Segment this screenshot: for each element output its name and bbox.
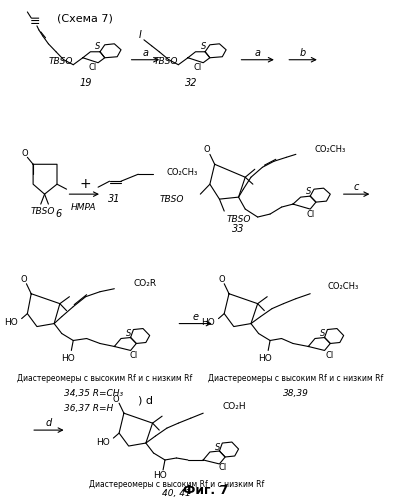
- Text: HO: HO: [62, 354, 75, 363]
- Text: 31: 31: [108, 194, 120, 204]
- Text: TBSO: TBSO: [160, 195, 184, 204]
- Text: S: S: [305, 187, 311, 196]
- Text: ≡: ≡: [30, 15, 40, 28]
- Text: Диастереомеры с высоким Rf и с низким Rf: Диастереомеры с высоким Rf и с низким Rf: [208, 374, 384, 383]
- Text: 6: 6: [56, 209, 62, 219]
- Text: Диастереомеры с высоким Rf и с низким Rf: Диастереомеры с высоким Rf и с низким Rf: [89, 481, 264, 490]
- Text: 19: 19: [79, 78, 92, 88]
- Text: S: S: [126, 329, 131, 338]
- Text: Cl: Cl: [218, 464, 226, 473]
- Text: 38,39: 38,39: [283, 389, 309, 398]
- Text: CO₂CH₃: CO₂CH₃: [167, 168, 198, 177]
- Text: 34,35 R=CH₃: 34,35 R=CH₃: [64, 389, 123, 398]
- Text: (Схема 7): (Схема 7): [57, 14, 113, 24]
- Text: Cl: Cl: [88, 63, 96, 72]
- Text: Cl: Cl: [193, 63, 202, 72]
- Text: S: S: [320, 329, 325, 338]
- Text: HO: HO: [96, 438, 110, 447]
- Text: CO₂H: CO₂H: [222, 402, 246, 411]
- Text: +: +: [80, 177, 91, 191]
- Text: HO: HO: [153, 472, 167, 481]
- Text: O: O: [20, 275, 27, 284]
- Text: Cl: Cl: [129, 351, 137, 360]
- Text: HO: HO: [201, 318, 215, 327]
- Text: TBSO: TBSO: [30, 207, 55, 216]
- Text: S: S: [201, 42, 206, 51]
- Text: O: O: [113, 395, 120, 404]
- Text: TBSO: TBSO: [226, 215, 251, 224]
- Text: HO: HO: [258, 354, 272, 363]
- Text: 40, 41: 40, 41: [162, 490, 191, 499]
- Text: TBSO: TBSO: [48, 57, 73, 66]
- Text: Cl: Cl: [306, 210, 314, 219]
- Text: O: O: [218, 275, 224, 284]
- Text: CO₂R: CO₂R: [133, 279, 156, 288]
- Text: 33: 33: [232, 224, 245, 234]
- Text: a: a: [142, 48, 148, 58]
- Text: Фиг. 7: Фиг. 7: [183, 484, 229, 497]
- Text: I: I: [139, 30, 141, 40]
- Text: TBSO: TBSO: [154, 57, 178, 66]
- Text: d: d: [46, 418, 52, 428]
- Text: a: a: [255, 48, 261, 58]
- Text: c: c: [354, 182, 359, 192]
- Text: O: O: [21, 149, 28, 158]
- Text: S: S: [215, 443, 220, 452]
- Text: Cl: Cl: [325, 351, 333, 360]
- Text: O: O: [204, 145, 210, 154]
- Text: S: S: [96, 42, 101, 51]
- Text: CO₂CH₃: CO₂CH₃: [315, 145, 346, 154]
- Text: ) d: ) d: [138, 395, 153, 405]
- Text: Диастереомеры с высоким Rf и с низким Rf: Диастереомеры с высоким Rf и с низким Rf: [17, 374, 192, 383]
- Text: e: e: [193, 311, 199, 321]
- Text: CO₂CH₃: CO₂CH₃: [327, 282, 359, 291]
- Text: 36,37 R=H: 36,37 R=H: [64, 404, 113, 413]
- Text: 32: 32: [185, 78, 197, 88]
- Text: b: b: [300, 48, 306, 58]
- Text: HMPA: HMPA: [71, 203, 96, 212]
- Text: HO: HO: [4, 318, 18, 327]
